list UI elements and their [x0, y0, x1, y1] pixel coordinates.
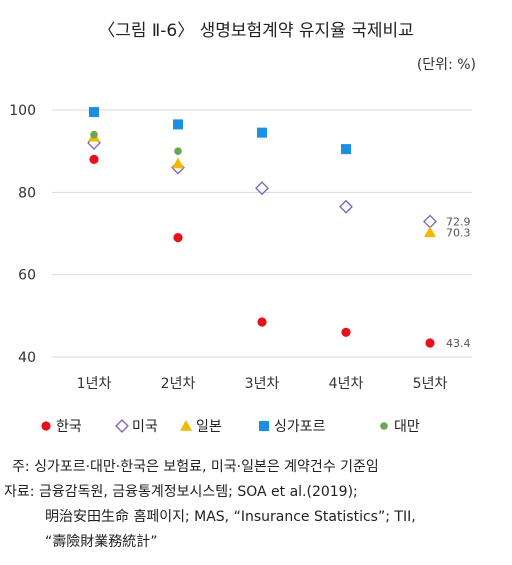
y-tick-label: 100	[9, 103, 36, 119]
point-한국-4년차	[341, 327, 351, 337]
x-tick-label: 2년차	[161, 376, 196, 392]
footnote-text: 싱가포르·대만·한국은 보험료, 미국·일본은 계약건수 기준임	[34, 459, 379, 475]
legend-marker-대만	[380, 422, 388, 430]
point-미국-4년차	[339, 199, 353, 214]
legend-label-한국: 한국	[56, 419, 82, 435]
data-label: 70.3	[446, 226, 471, 239]
data-label: 43.4	[446, 337, 471, 350]
point-미국-3년차	[255, 181, 269, 196]
point-한국-5년차	[425, 338, 435, 348]
x-tick-label: 1년차	[77, 376, 112, 392]
x-tick-label: 3년차	[245, 376, 280, 392]
legend-marker-싱가포르	[259, 421, 269, 431]
point-일본-5년차	[424, 226, 436, 238]
source-text-1: 금융감독원, 금융통계정보시스템; SOA et al.(2019);	[38, 484, 358, 500]
y-tick-label: 40	[18, 350, 36, 366]
point-대만-1년차	[90, 130, 98, 139]
unit-label: (단위: %)	[416, 57, 476, 73]
point-싱가포르-4년차	[341, 144, 351, 155]
legend-label-일본: 일본	[196, 419, 222, 435]
point-한국-3년차	[257, 317, 267, 327]
legend-marker-일본	[180, 420, 192, 431]
chart-canvas: 40 60 80 100 1년차 2년차 3년차 4년차 5년차 72.970.3 43.4 한국 미국…	[9, 103, 472, 435]
point-한국-2년차	[173, 233, 183, 243]
legend-label-싱가포르: 싱가포르	[274, 419, 326, 435]
source-line-3: “壽險財業務統計”	[45, 534, 158, 550]
source-label: 자료:	[4, 484, 35, 500]
legend-marker-한국	[41, 421, 51, 431]
y-tick-label: 80	[18, 185, 36, 201]
point-일본-2년차	[172, 157, 184, 169]
chart-title: 〈그림 Ⅱ-6〉 생명보험계약 유지율 국제비교	[98, 21, 414, 41]
x-tick-label: 4년차	[329, 376, 364, 392]
footnote-label: 주:	[12, 459, 30, 475]
y-tick-label: 60	[18, 268, 36, 284]
point-한국-1년차	[89, 154, 99, 164]
source-line-2: 明治安田生命 홈페이지; MAS, “Insurance Statistics”…	[45, 509, 416, 525]
legend-marker-미국	[115, 419, 129, 433]
legend-label-대만: 대만	[394, 419, 420, 435]
point-싱가포르-2년차	[173, 119, 183, 130]
point-대만-2년차	[174, 147, 182, 155]
source-line-1: 자료: 금융감독원, 금융통계정보시스템; SOA et al.(2019);	[4, 481, 358, 501]
legend-label-미국: 미국	[132, 419, 158, 435]
point-싱가포르-3년차	[257, 127, 267, 138]
data-label: 72.9	[446, 216, 471, 229]
point-싱가포르-1년차	[89, 107, 99, 118]
point-미국-5년차	[423, 214, 437, 229]
footnote: 주: 싱가포르·대만·한국은 보험료, 미국·일본은 계약건수 기준임	[12, 456, 379, 476]
x-tick-label: 5년차	[413, 376, 448, 392]
